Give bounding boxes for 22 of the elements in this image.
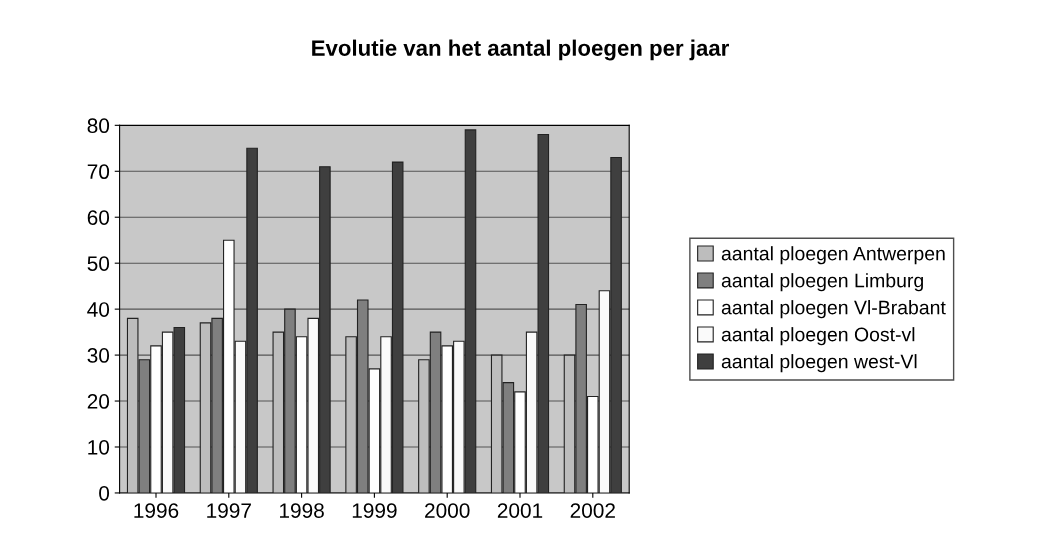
y-tick-label: 0 (99, 485, 110, 501)
y-tick-label: 80 (87, 118, 110, 134)
y-tick-label: 50 (87, 256, 110, 271)
x-tick-label: 1998 (280, 503, 324, 518)
y-tick-label: 20 (87, 394, 110, 409)
x-tick-label: 2000 (425, 503, 470, 518)
x-tick-label: 1999 (352, 503, 397, 518)
x-tick-label: 1996 (134, 503, 179, 518)
x-tick-label: 2002 (570, 503, 615, 518)
chart-title: Evolutie van het aantal ploegen per jaar (312, 39, 729, 61)
y-tick-label: 10 (88, 439, 110, 455)
y-tick-label: 40 (87, 302, 110, 317)
legend-label: aantal ploegen Oost-vl (721, 327, 915, 346)
legend-label: aantal ploegen Antwerpen (721, 246, 945, 265)
y-tick-label: 60 (87, 210, 110, 225)
y-tick-label: 70 (87, 164, 110, 180)
x-tick-label: 2001 (497, 503, 543, 518)
legend-label: aantal ploegen Vl-Brabant (721, 300, 946, 319)
y-tick-label: 30 (87, 348, 110, 363)
x-tick-label: 1997 (207, 503, 251, 518)
legend-label: aantal ploegen Limburg (721, 273, 923, 292)
legend-label: aantal ploegen west-Vl (721, 354, 917, 373)
